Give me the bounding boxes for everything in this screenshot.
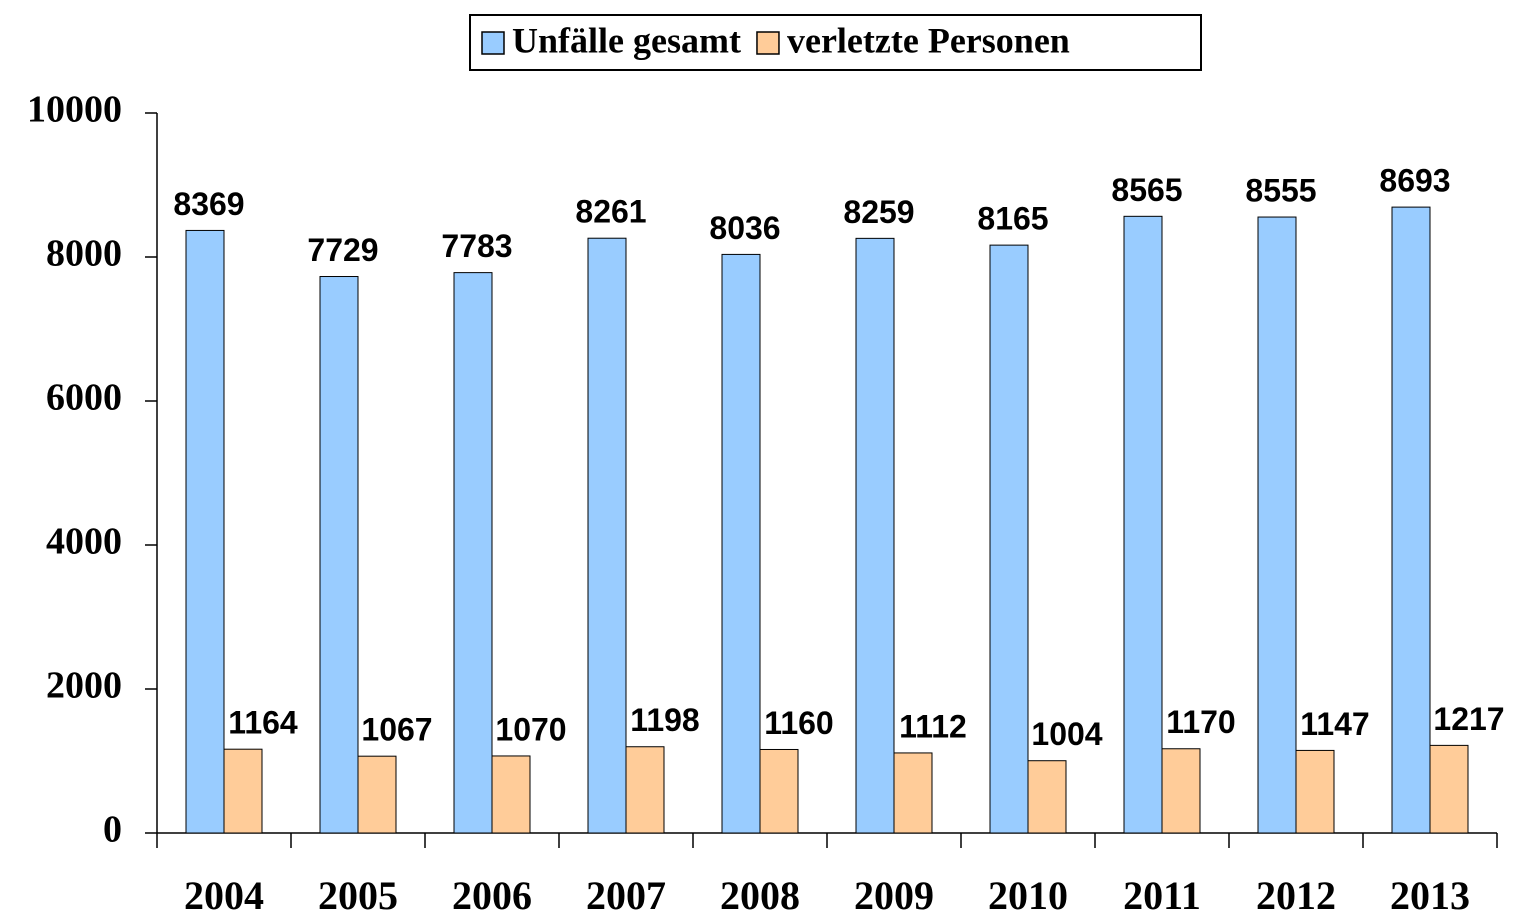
x-tick-label: 2010 <box>988 873 1068 918</box>
bar <box>185 229 225 834</box>
data-label: 1198 <box>630 702 699 738</box>
bar <box>491 755 531 834</box>
data-label: 1147 <box>1300 706 1369 742</box>
data-label: 7729 <box>307 232 378 268</box>
data-label: 1164 <box>228 705 298 741</box>
bar <box>1429 744 1469 834</box>
bar <box>1391 206 1431 834</box>
bar <box>357 755 397 834</box>
bar <box>223 748 263 834</box>
bar <box>721 253 761 834</box>
y-tick-label: 2000 <box>46 665 122 707</box>
data-label: 1160 <box>764 705 833 741</box>
legend-box <box>469 14 1202 71</box>
y-tick-label: 6000 <box>46 377 122 419</box>
x-tick-label: 2007 <box>586 873 666 918</box>
data-label: 1070 <box>495 711 566 747</box>
data-label: 8369 <box>173 186 244 222</box>
x-tick-label: 2013 <box>1390 873 1470 918</box>
x-tick-label: 2006 <box>452 873 532 918</box>
bar <box>319 276 359 834</box>
x-tick-label: 2005 <box>318 873 398 918</box>
data-label: 8261 <box>575 194 646 230</box>
data-label: 8036 <box>709 210 780 246</box>
x-tick-label: 2004 <box>184 873 264 918</box>
bar <box>759 748 799 834</box>
x-tick-label: 2011 <box>1123 873 1201 918</box>
x-tick-label: 2008 <box>720 873 800 918</box>
bar <box>1123 215 1163 834</box>
data-label: 8693 <box>1379 163 1450 199</box>
bar <box>1295 749 1335 834</box>
bar <box>1161 748 1201 834</box>
bar <box>1257 216 1297 834</box>
x-tick-label: 2012 <box>1256 873 1336 918</box>
data-label: 8165 <box>977 201 1048 237</box>
bar <box>989 244 1029 834</box>
legend-label: Unfälle gesamt <box>512 20 741 60</box>
bar <box>1027 760 1067 834</box>
legend-swatch <box>481 31 505 55</box>
bar <box>625 746 665 834</box>
y-tick-label: 0 <box>103 809 122 851</box>
bar <box>893 752 933 834</box>
y-tick-label: 8000 <box>46 233 122 275</box>
x-tick-label: 2009 <box>854 873 934 918</box>
legend-swatch <box>756 31 780 55</box>
y-tick-label: 10000 <box>27 89 122 131</box>
data-label: 7783 <box>441 228 512 264</box>
bar <box>453 272 493 834</box>
y-tick-label: 4000 <box>46 521 122 563</box>
bar <box>855 237 895 834</box>
legend-label: verletzte Personen <box>787 20 1070 60</box>
bar <box>587 237 627 834</box>
data-label: 8259 <box>843 194 914 230</box>
data-label: 1170 <box>1166 704 1235 740</box>
data-label: 1067 <box>361 712 432 748</box>
data-label: 1004 <box>1031 716 1102 752</box>
data-label: 8565 <box>1111 172 1182 208</box>
data-label: 1112 <box>899 708 967 744</box>
data-label: 1217 <box>1433 701 1504 737</box>
data-label: 8555 <box>1245 172 1316 208</box>
